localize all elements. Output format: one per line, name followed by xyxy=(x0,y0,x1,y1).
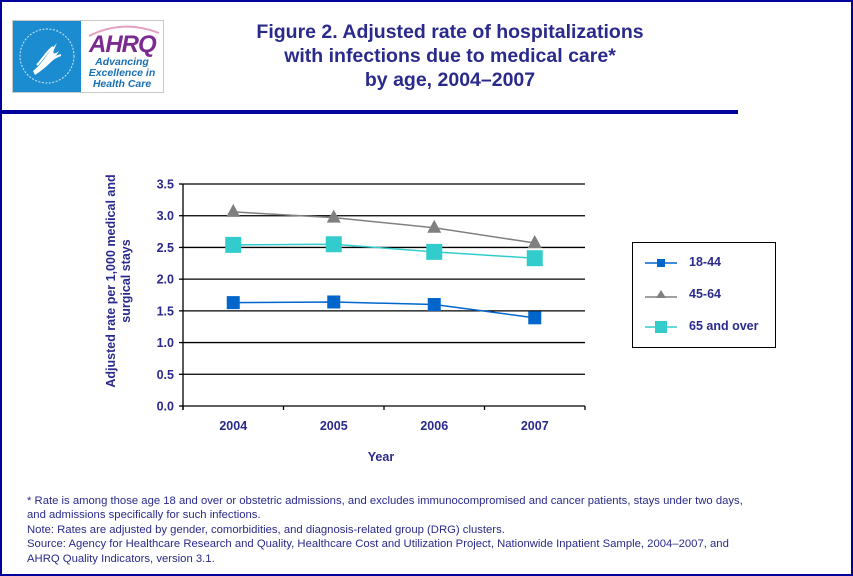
series-line xyxy=(233,243,535,259)
y-tick-label: 3.5 xyxy=(157,178,174,192)
x-tick-label: 2006 xyxy=(420,419,448,433)
y-tick-label: 0.5 xyxy=(157,368,174,382)
tagline-line: Advancing xyxy=(95,56,149,68)
legend-item-65-and-over[interactable]: 65 and over xyxy=(633,317,773,337)
hhs-eagle-logo xyxy=(13,21,81,92)
y-tick-label: 3.0 xyxy=(157,209,174,223)
line-chart: 0.00.51.01.52.02.53.03.5 2004 2005 2006 200… xyxy=(104,174,586,464)
y-tick-label: 0.0 xyxy=(157,400,174,414)
y-axis-title-line: surgical stays xyxy=(119,239,133,322)
gridlines xyxy=(183,183,585,375)
y-tick-labels: 0.0 0.5 1.0 1.5 2.0 2.5 3.0 3.5 xyxy=(157,178,174,414)
legend-label: 45-64 xyxy=(689,287,721,301)
data-point-triangle xyxy=(226,203,241,217)
ahrq-wordmark: AHRQ Advancing Excellence in Health Care xyxy=(81,21,163,92)
y-tick-label: 1.0 xyxy=(157,336,174,350)
data-point-triangle xyxy=(527,234,542,248)
legend-label: 65 and over xyxy=(689,319,759,333)
data-point-square xyxy=(225,236,242,253)
series-group xyxy=(225,203,543,325)
hhs-eagle-icon xyxy=(19,28,75,84)
ahrq-logo[interactable]: AHRQ Advancing Excellence in Health Care xyxy=(12,20,164,93)
data-point-square xyxy=(325,236,342,253)
legend-large-square-marker-icon xyxy=(645,321,677,333)
data-point-square xyxy=(426,243,443,260)
axes xyxy=(179,183,586,410)
ahrq-tagline: Advancing Excellence in Health Care xyxy=(81,57,163,90)
y-axis-title: Adjusted rate per 1,000 medical and surg… xyxy=(104,174,133,387)
title-line: by age, 2004–2007 xyxy=(364,69,536,91)
series-line xyxy=(233,301,535,319)
tagline-line: Health Care xyxy=(92,78,152,90)
x-tick-label: 2007 xyxy=(521,419,549,433)
footnote-line: Source: Agency for Healthcare Research a… xyxy=(27,538,729,551)
title-line: Figure 2. Adjusted rate of hospitalizati… xyxy=(256,21,644,43)
figure-title: Figure 2. Adjusted rate of hospitalizati… xyxy=(180,20,720,92)
x-tick-label: 2005 xyxy=(320,419,348,433)
legend-item-45-64[interactable]: 45-64 xyxy=(633,285,773,305)
tagline-line: Excellence in xyxy=(88,67,156,79)
data-point-square xyxy=(327,295,341,309)
ahrq-word: AHRQ xyxy=(89,31,157,58)
series-line xyxy=(233,211,535,244)
data-point-square xyxy=(427,298,441,312)
title-line: with infections due to medical care* xyxy=(284,45,616,67)
footnotes: * Rate is among those age 18 and over or… xyxy=(27,494,827,566)
y-tick-label: 2.5 xyxy=(157,241,174,255)
data-point-square xyxy=(526,250,543,267)
series-18-44 xyxy=(226,295,542,325)
y-axis-title-line: Adjusted rate per 1,000 medical and xyxy=(104,174,118,387)
data-point-triangle xyxy=(427,219,442,233)
footnote-line: and admissions specifically for such inf… xyxy=(27,509,261,522)
legend-square-marker-icon xyxy=(645,259,677,267)
data-point-triangle xyxy=(326,209,341,223)
y-tick-label: 1.5 xyxy=(157,304,174,318)
data-point-square xyxy=(528,311,542,325)
ahrq-arc-icon xyxy=(88,25,160,37)
footnote-line: Note: Rates are adjusted by gender, como… xyxy=(27,523,505,536)
header-divider xyxy=(0,110,738,114)
legend-label: 18-44 xyxy=(689,255,721,269)
data-point-square xyxy=(226,296,240,310)
x-tick-labels: 2004 2005 2006 2007 xyxy=(219,419,548,433)
footnote-line: AHRQ Quality Indicators, version 3.1. xyxy=(27,552,215,565)
x-tick-label: 2004 xyxy=(219,419,247,433)
footnote-line: * Rate is among those age 18 and over or… xyxy=(27,495,743,507)
legend-triangle-marker-icon xyxy=(645,290,677,298)
x-axis-title: Year xyxy=(368,450,395,464)
legend-item-18-44[interactable]: 18-44 xyxy=(633,253,773,273)
series-45-64 xyxy=(226,203,542,248)
chart-legend: 18-44 45-64 65 and over xyxy=(632,242,776,348)
y-tick-label: 2.0 xyxy=(157,273,174,287)
series-65-and-over xyxy=(225,236,543,267)
